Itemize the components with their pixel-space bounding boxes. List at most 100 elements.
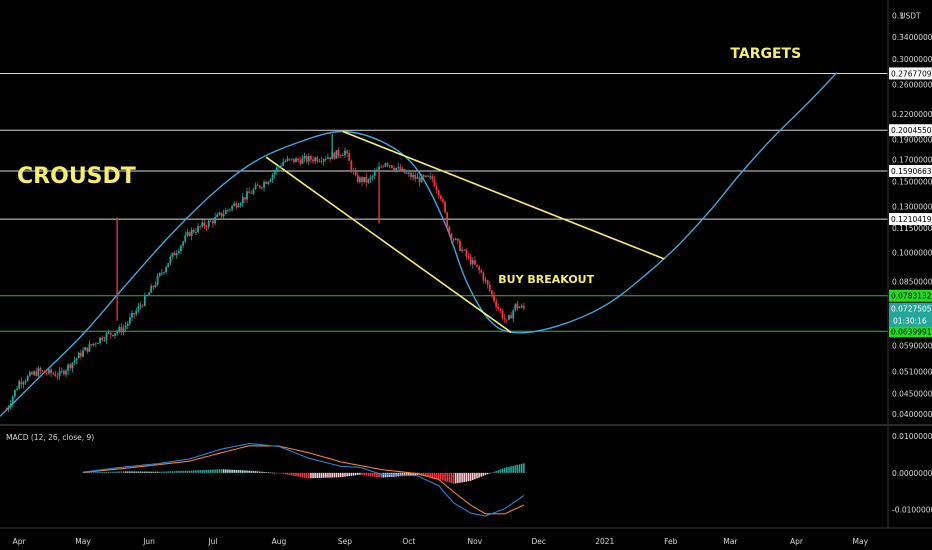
macd-histogram-bar bbox=[299, 472, 302, 477]
trendline[interactable] bbox=[342, 130, 665, 260]
price-level-tag[interactable] bbox=[889, 289, 932, 302]
macd-histogram-bar bbox=[186, 470, 189, 473]
time-axis[interactable]: Apr May Jun Jul Aug Sep Oct Nov Dec 2021 Feb Mar Apr… bbox=[13, 537, 869, 546]
macd-histogram-bar bbox=[280, 472, 282, 474]
candle-body bbox=[420, 175, 423, 183]
price-level-tag[interactable] bbox=[889, 164, 932, 177]
candle-body bbox=[505, 319, 508, 321]
macd-histogram-bar bbox=[442, 472, 444, 481]
time-tick-label: Apr bbox=[790, 537, 804, 546]
macd-histogram-bar bbox=[207, 469, 210, 473]
candle-body bbox=[282, 161, 285, 166]
candle-body bbox=[105, 333, 108, 340]
candle-body bbox=[344, 150, 346, 156]
candle-body bbox=[320, 160, 323, 162]
current-price-tag[interactable] bbox=[889, 302, 932, 327]
time-tick-label: Nov bbox=[468, 537, 483, 546]
macd-histogram-bar bbox=[512, 465, 515, 473]
price-level-tag[interactable] bbox=[889, 325, 932, 338]
candle-body bbox=[416, 177, 419, 179]
macd-line bbox=[83, 443, 525, 517]
candle-body bbox=[284, 161, 287, 162]
candle-body bbox=[11, 396, 14, 404]
candle-body bbox=[231, 205, 234, 210]
macd-histogram-bar bbox=[205, 469, 208, 473]
candle-body bbox=[222, 213, 225, 217]
macd-histogram-bar bbox=[112, 471, 114, 473]
price-level-tag[interactable] bbox=[889, 67, 932, 80]
macd-histogram-bar bbox=[273, 472, 276, 474]
candle-body bbox=[278, 166, 280, 168]
macd-histogram-bar bbox=[288, 472, 291, 476]
price-level-tag[interactable] bbox=[889, 124, 932, 137]
candle-body bbox=[56, 376, 59, 377]
macd-histogram-bar bbox=[312, 472, 314, 479]
candle-body bbox=[450, 233, 453, 240]
macd-tick-label: 0.00000000 bbox=[892, 469, 932, 478]
candle-body bbox=[348, 153, 351, 161]
macd-histogram-bar bbox=[144, 471, 146, 473]
macd-histogram-bar bbox=[171, 471, 174, 473]
candle-body bbox=[369, 177, 372, 180]
macd-histogram-bar bbox=[495, 470, 497, 473]
candle-body bbox=[488, 284, 491, 291]
candle-body bbox=[497, 306, 500, 309]
candle-body bbox=[209, 220, 212, 222]
candle-body bbox=[350, 160, 353, 171]
macd-histogram-bar bbox=[235, 469, 238, 473]
macd-histogram-bar bbox=[307, 472, 310, 479]
candle-body bbox=[363, 176, 366, 183]
candle-body bbox=[60, 370, 63, 372]
macd-histogram-bar bbox=[165, 471, 167, 473]
macd-histogram-bar bbox=[382, 472, 385, 478]
candle-body bbox=[224, 210, 227, 214]
macd-histogram-bar bbox=[444, 472, 446, 482]
candle-body bbox=[71, 362, 74, 369]
macd-histogram-bar bbox=[331, 472, 334, 478]
macd-histogram-bar bbox=[491, 472, 493, 474]
current-price-label: 0.07275050 bbox=[891, 305, 932, 314]
macd-histogram-bar bbox=[188, 470, 191, 473]
macd-histogram-bar bbox=[469, 472, 472, 481]
rounding-curve-path[interactable] bbox=[0, 72, 838, 417]
macd-histogram-bar bbox=[224, 469, 227, 473]
time-tick-label: Apr bbox=[13, 537, 27, 546]
macd-histogram-bar bbox=[131, 471, 133, 473]
candle-body bbox=[203, 222, 206, 227]
candle-body bbox=[373, 171, 376, 176]
macd-histogram-bar bbox=[197, 470, 199, 473]
trendlines[interactable] bbox=[265, 130, 665, 334]
candle-body bbox=[478, 266, 481, 271]
candle-body bbox=[86, 347, 89, 352]
rounding-curve[interactable] bbox=[0, 72, 838, 417]
macd-histogram-bar bbox=[254, 471, 257, 473]
candle-body bbox=[412, 175, 415, 178]
candle-body bbox=[393, 167, 395, 170]
macd-histogram-bar bbox=[124, 471, 127, 473]
macd-histogram-bar bbox=[378, 472, 380, 478]
candle-body bbox=[116, 331, 119, 334]
candle-body bbox=[45, 372, 48, 374]
macd-histogram-bar bbox=[139, 471, 142, 473]
price-level-tag[interactable] bbox=[889, 213, 932, 226]
candle-body bbox=[99, 337, 101, 344]
candle-body bbox=[39, 368, 42, 371]
candle-body bbox=[356, 175, 359, 182]
macd-histogram-bar bbox=[482, 472, 485, 476]
candle-body bbox=[378, 166, 380, 170]
trendline[interactable] bbox=[265, 156, 512, 334]
candle-body bbox=[92, 343, 95, 346]
macd-histogram-bar bbox=[109, 471, 112, 473]
macd-histogram-bar bbox=[148, 471, 150, 473]
annotation-label: TARGETS bbox=[730, 46, 801, 62]
candle-body bbox=[120, 327, 123, 333]
macd-histogram-bar bbox=[414, 472, 417, 476]
macd-histogram-bar bbox=[310, 472, 312, 479]
candle-body bbox=[341, 155, 344, 156]
